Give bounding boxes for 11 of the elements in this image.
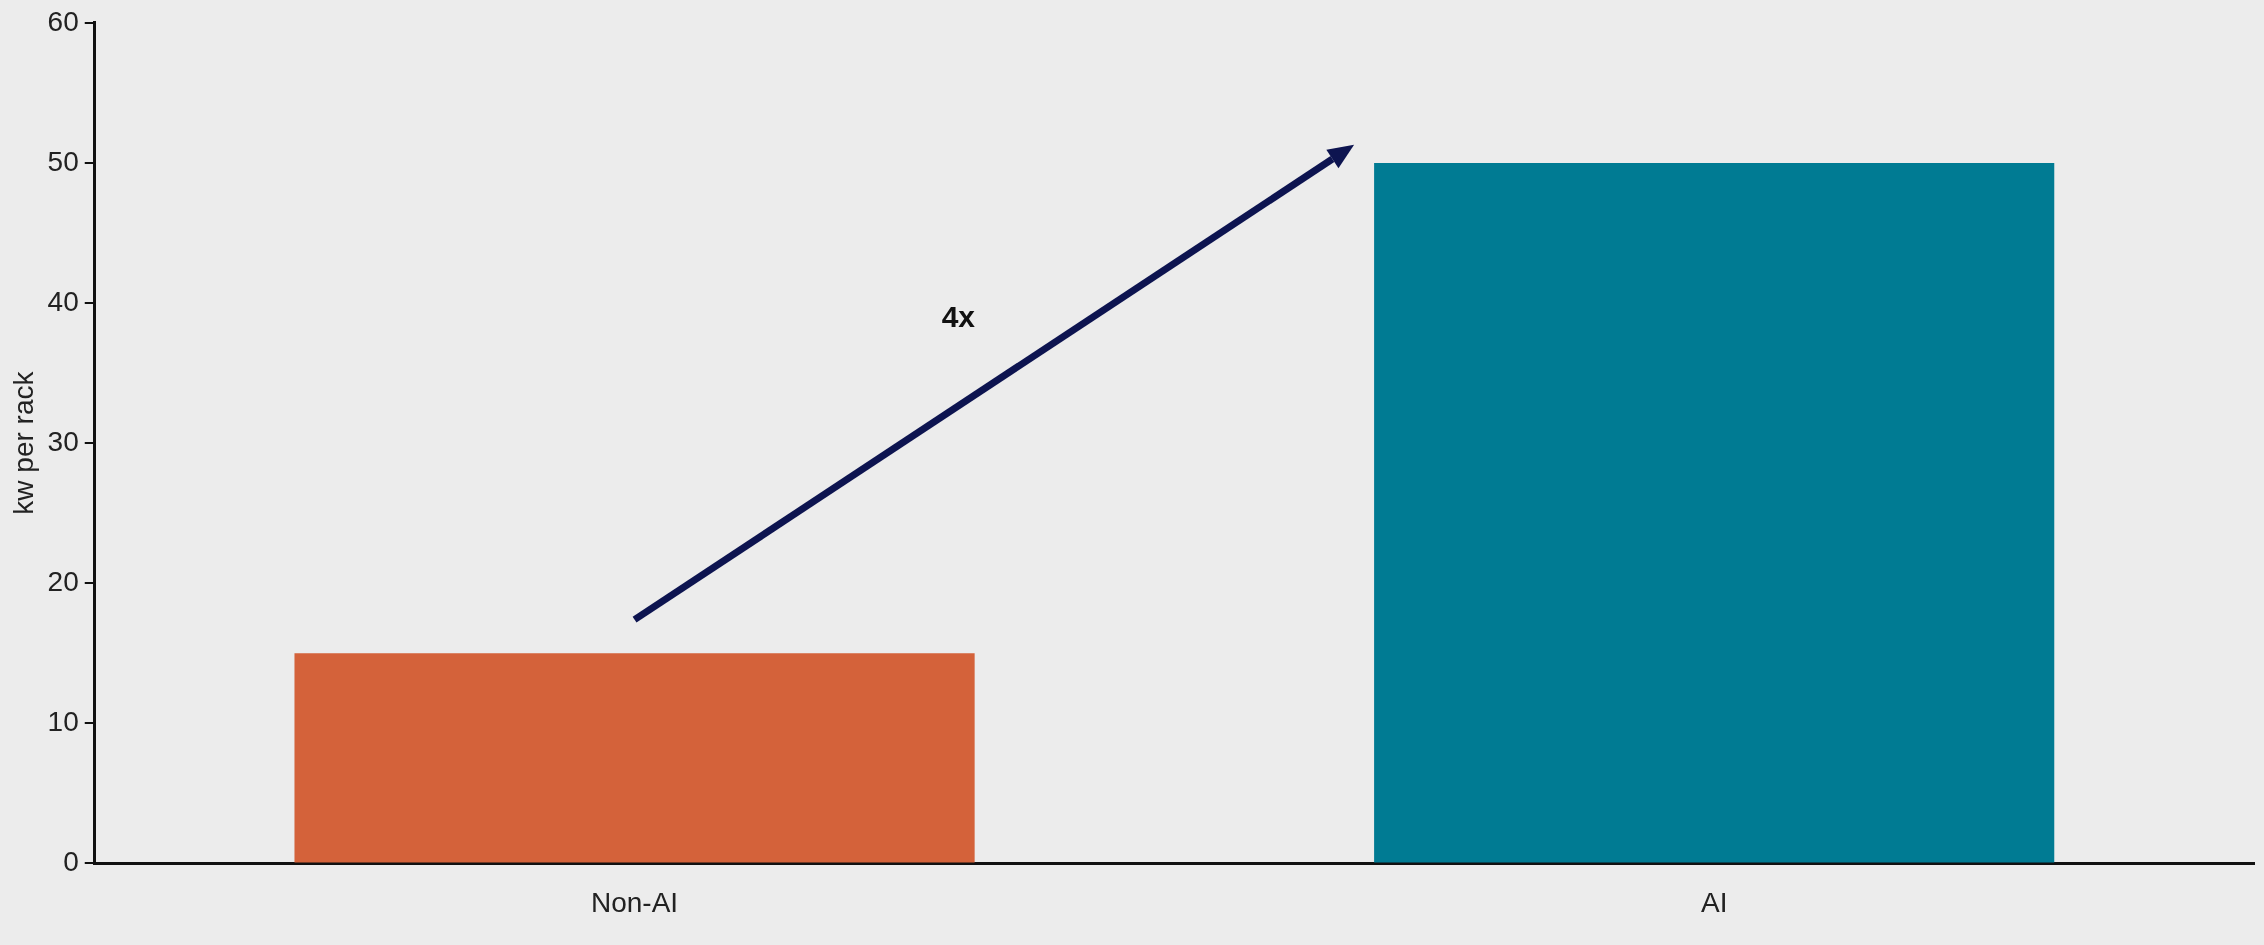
y-tick-label: 20 xyxy=(47,565,79,597)
y-axis-title: kw per rack xyxy=(7,370,39,515)
y-tick-label: 0 xyxy=(63,846,79,878)
y-tick-label: 40 xyxy=(47,285,79,317)
y-tick-label: 50 xyxy=(47,145,79,177)
y-tick-label: 30 xyxy=(47,425,79,457)
y-tick-label: 60 xyxy=(47,5,79,37)
x-tick-label: AI xyxy=(1700,886,1728,918)
x-tick-label: Non-AI xyxy=(590,886,679,918)
y-tick-label: 10 xyxy=(47,706,79,738)
annotation: 4x xyxy=(941,300,976,334)
